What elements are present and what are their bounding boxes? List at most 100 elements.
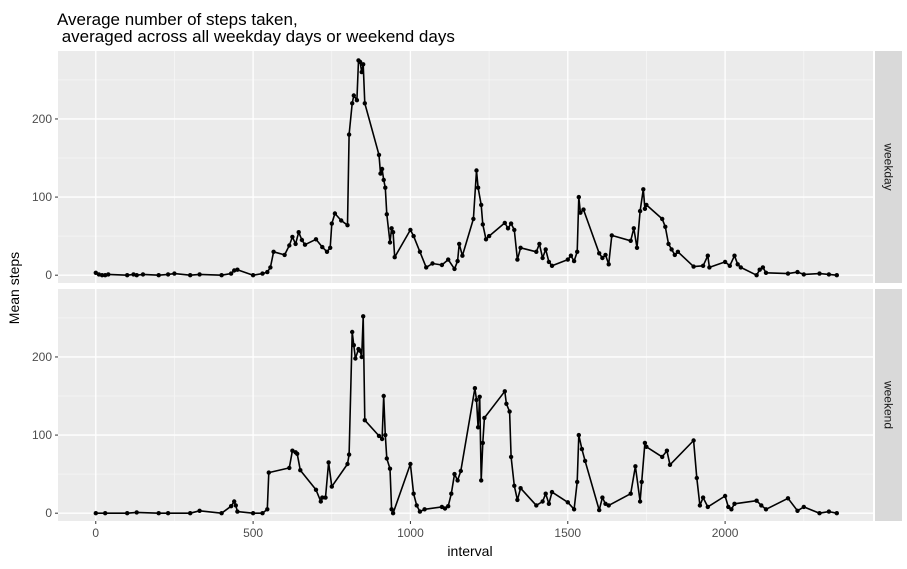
data-point <box>507 409 512 414</box>
data-point <box>389 507 394 512</box>
data-point <box>795 508 800 513</box>
data-point <box>417 509 423 514</box>
data-point <box>362 101 367 106</box>
facet-strip <box>875 51 902 283</box>
data-point <box>754 498 759 503</box>
panel-background <box>58 289 873 521</box>
data-point <box>361 314 366 319</box>
data-point <box>637 208 643 214</box>
data-point <box>376 152 382 158</box>
data-point <box>430 261 435 266</box>
chart-title: Average number of steps taken, averaged … <box>57 10 455 46</box>
data-point <box>540 499 545 504</box>
data-point <box>125 273 130 278</box>
data-point <box>546 501 552 506</box>
data-point <box>644 444 649 449</box>
data-point <box>785 496 791 501</box>
data-point <box>345 461 350 467</box>
data-point <box>579 446 585 452</box>
data-point <box>691 438 696 443</box>
data-point <box>565 257 570 262</box>
data-point <box>228 504 234 509</box>
data-point <box>449 491 454 496</box>
data-point <box>411 491 416 496</box>
data-point <box>785 271 791 276</box>
data-point <box>188 273 193 278</box>
data-point <box>232 499 237 504</box>
data-point <box>299 237 305 243</box>
data-point <box>376 433 382 439</box>
data-point <box>571 507 577 512</box>
data-point <box>93 511 99 516</box>
facet-panel-weekend: 0 100 200 weekend <box>32 289 902 521</box>
y-tick-label: 100 <box>32 190 52 204</box>
data-point <box>660 454 665 460</box>
data-point <box>353 356 358 361</box>
data-point <box>732 253 737 258</box>
data-point <box>633 464 638 469</box>
data-point <box>543 491 548 496</box>
data-point <box>235 267 240 272</box>
data-point <box>103 511 108 516</box>
chart-title-line-2: averaged across all weekday days or week… <box>57 27 455 46</box>
data-point <box>479 478 484 483</box>
data-point <box>834 273 839 278</box>
data-point <box>378 171 383 176</box>
data-point <box>834 511 839 516</box>
data-point <box>502 220 507 226</box>
data-point <box>534 249 539 254</box>
data-point <box>320 495 325 500</box>
data-point <box>313 487 319 492</box>
data-point <box>99 273 105 278</box>
data-point <box>329 484 334 489</box>
y-axis-label: Mean steps <box>6 252 22 324</box>
data-point <box>543 247 548 252</box>
data-point <box>757 267 762 272</box>
data-point <box>439 262 445 268</box>
data-point <box>641 187 646 192</box>
data-point <box>642 206 648 211</box>
data-point <box>597 507 602 513</box>
data-point <box>268 265 273 270</box>
data-point <box>628 491 633 496</box>
data-point <box>475 185 481 190</box>
data-point <box>666 241 671 247</box>
data-point <box>475 425 481 430</box>
data-point <box>390 511 396 516</box>
data-point <box>383 432 388 438</box>
data-point <box>265 269 270 275</box>
y-tick-label: 0 <box>45 268 52 282</box>
data-point <box>302 242 308 247</box>
data-point <box>106 272 111 277</box>
data-point <box>575 479 580 485</box>
data-point <box>384 212 389 217</box>
data-point <box>455 258 460 264</box>
data-point <box>722 259 728 265</box>
data-point <box>260 511 265 516</box>
data-point <box>384 456 389 461</box>
data-point <box>411 233 416 239</box>
x-tick-label: 500 <box>243 526 263 540</box>
data-point <box>609 233 614 238</box>
data-point <box>323 495 328 500</box>
data-point <box>575 249 580 254</box>
data-point <box>329 221 334 226</box>
data-point <box>266 470 271 475</box>
data-point <box>455 478 460 483</box>
data-point <box>639 479 644 485</box>
y-tick-label: 200 <box>32 350 52 364</box>
data-point <box>817 511 822 516</box>
data-point <box>235 509 240 514</box>
data-point <box>763 507 769 512</box>
data-point <box>735 262 740 267</box>
data-point <box>700 495 706 500</box>
data-point <box>271 249 276 254</box>
data-point <box>722 493 728 499</box>
data-point <box>603 252 608 258</box>
data-point <box>705 504 710 510</box>
data-point <box>508 454 514 460</box>
data-point <box>389 226 394 231</box>
data-point <box>361 62 366 67</box>
data-point <box>644 202 649 208</box>
data-point <box>578 210 583 215</box>
